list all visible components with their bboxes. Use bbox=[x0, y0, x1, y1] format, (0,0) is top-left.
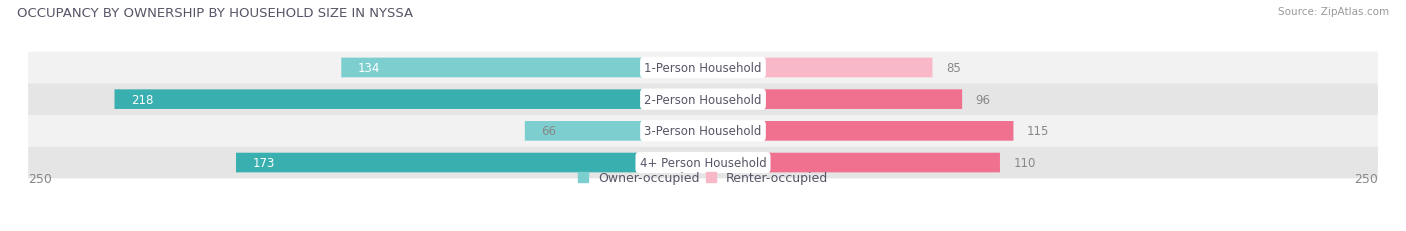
FancyBboxPatch shape bbox=[236, 153, 703, 173]
FancyBboxPatch shape bbox=[703, 153, 1000, 173]
Text: 115: 115 bbox=[1026, 125, 1049, 138]
FancyBboxPatch shape bbox=[342, 58, 703, 78]
FancyBboxPatch shape bbox=[524, 122, 703, 141]
Text: 85: 85 bbox=[946, 62, 960, 75]
Text: 218: 218 bbox=[131, 93, 153, 106]
Text: 110: 110 bbox=[1014, 156, 1036, 169]
Text: OCCUPANCY BY OWNERSHIP BY HOUSEHOLD SIZE IN NYSSA: OCCUPANCY BY OWNERSHIP BY HOUSEHOLD SIZE… bbox=[17, 7, 413, 20]
FancyBboxPatch shape bbox=[28, 116, 1378, 147]
Legend: Owner-occupied, Renter-occupied: Owner-occupied, Renter-occupied bbox=[578, 171, 828, 184]
Text: 173: 173 bbox=[252, 156, 274, 169]
Text: 96: 96 bbox=[976, 93, 991, 106]
FancyBboxPatch shape bbox=[114, 90, 703, 109]
Text: 66: 66 bbox=[541, 125, 555, 138]
FancyBboxPatch shape bbox=[703, 58, 932, 78]
Text: 3-Person Household: 3-Person Household bbox=[644, 125, 762, 138]
Text: 4+ Person Household: 4+ Person Household bbox=[640, 156, 766, 169]
FancyBboxPatch shape bbox=[28, 147, 1378, 179]
FancyBboxPatch shape bbox=[703, 90, 962, 109]
FancyBboxPatch shape bbox=[703, 122, 1014, 141]
Text: 2-Person Household: 2-Person Household bbox=[644, 93, 762, 106]
Text: Source: ZipAtlas.com: Source: ZipAtlas.com bbox=[1278, 7, 1389, 17]
Text: 250: 250 bbox=[28, 172, 52, 185]
FancyBboxPatch shape bbox=[28, 52, 1378, 84]
Text: 134: 134 bbox=[357, 62, 380, 75]
Text: 1-Person Household: 1-Person Household bbox=[644, 62, 762, 75]
FancyBboxPatch shape bbox=[28, 84, 1378, 116]
Text: 250: 250 bbox=[1354, 172, 1378, 185]
